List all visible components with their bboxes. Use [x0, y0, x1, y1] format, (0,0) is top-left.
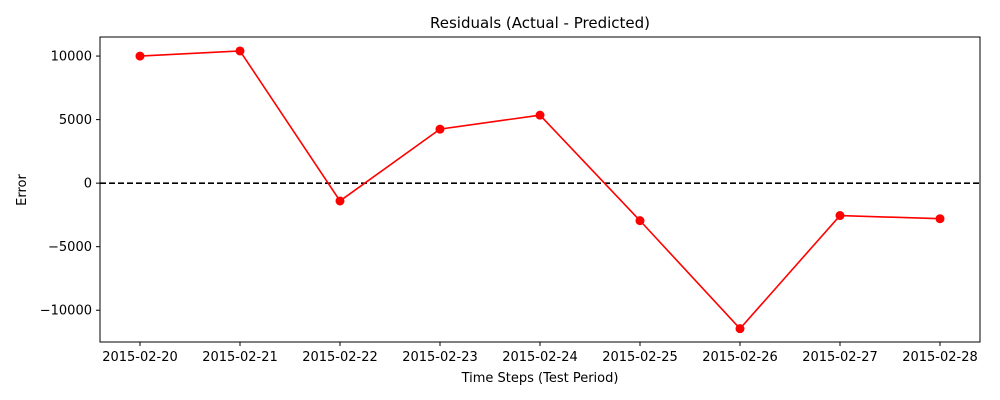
y-tick-label: 5000 [59, 113, 92, 128]
x-tick-label: 2015-02-27 [802, 350, 878, 365]
y-axis-label: Error [15, 174, 30, 206]
y-tick-label: −5000 [48, 240, 92, 255]
data-point [735, 324, 745, 334]
data-point [835, 211, 845, 221]
y-tick-label: 0 [84, 177, 92, 192]
data-point [135, 51, 145, 61]
data-point [535, 110, 545, 120]
data-point [935, 214, 945, 224]
x-tick-label: 2015-02-21 [202, 350, 278, 365]
data-point [635, 216, 645, 226]
x-tick-label: 2015-02-22 [302, 350, 378, 365]
x-tick-label: 2015-02-23 [402, 350, 478, 365]
x-axis: 2015-02-20 2015-02-21 2015-02-22 2015-02-23… [102, 342, 978, 365]
data-point [435, 124, 445, 134]
x-tick-label: 2015-02-26 [702, 350, 778, 365]
y-tick-label: −10000 [40, 304, 92, 319]
chart-title: Residuals (Actual - Predicted) [430, 14, 650, 32]
data-point [235, 46, 245, 56]
data-point [335, 196, 345, 206]
y-axis: 10000 5000 0 −5000 −10000 [40, 50, 100, 319]
x-tick-label: 2015-02-20 [102, 350, 178, 365]
x-axis-label: Time Steps (Test Period) [461, 371, 619, 386]
series-line [139, 50, 941, 330]
y-tick-label: 10000 [51, 50, 92, 65]
x-tick-label: 2015-02-25 [602, 350, 678, 365]
plot-frame [99, 36, 981, 343]
plot-area [100, 46, 980, 334]
x-tick-label: 2015-02-24 [502, 350, 578, 365]
x-tick-label: 2015-02-28 [902, 350, 978, 365]
